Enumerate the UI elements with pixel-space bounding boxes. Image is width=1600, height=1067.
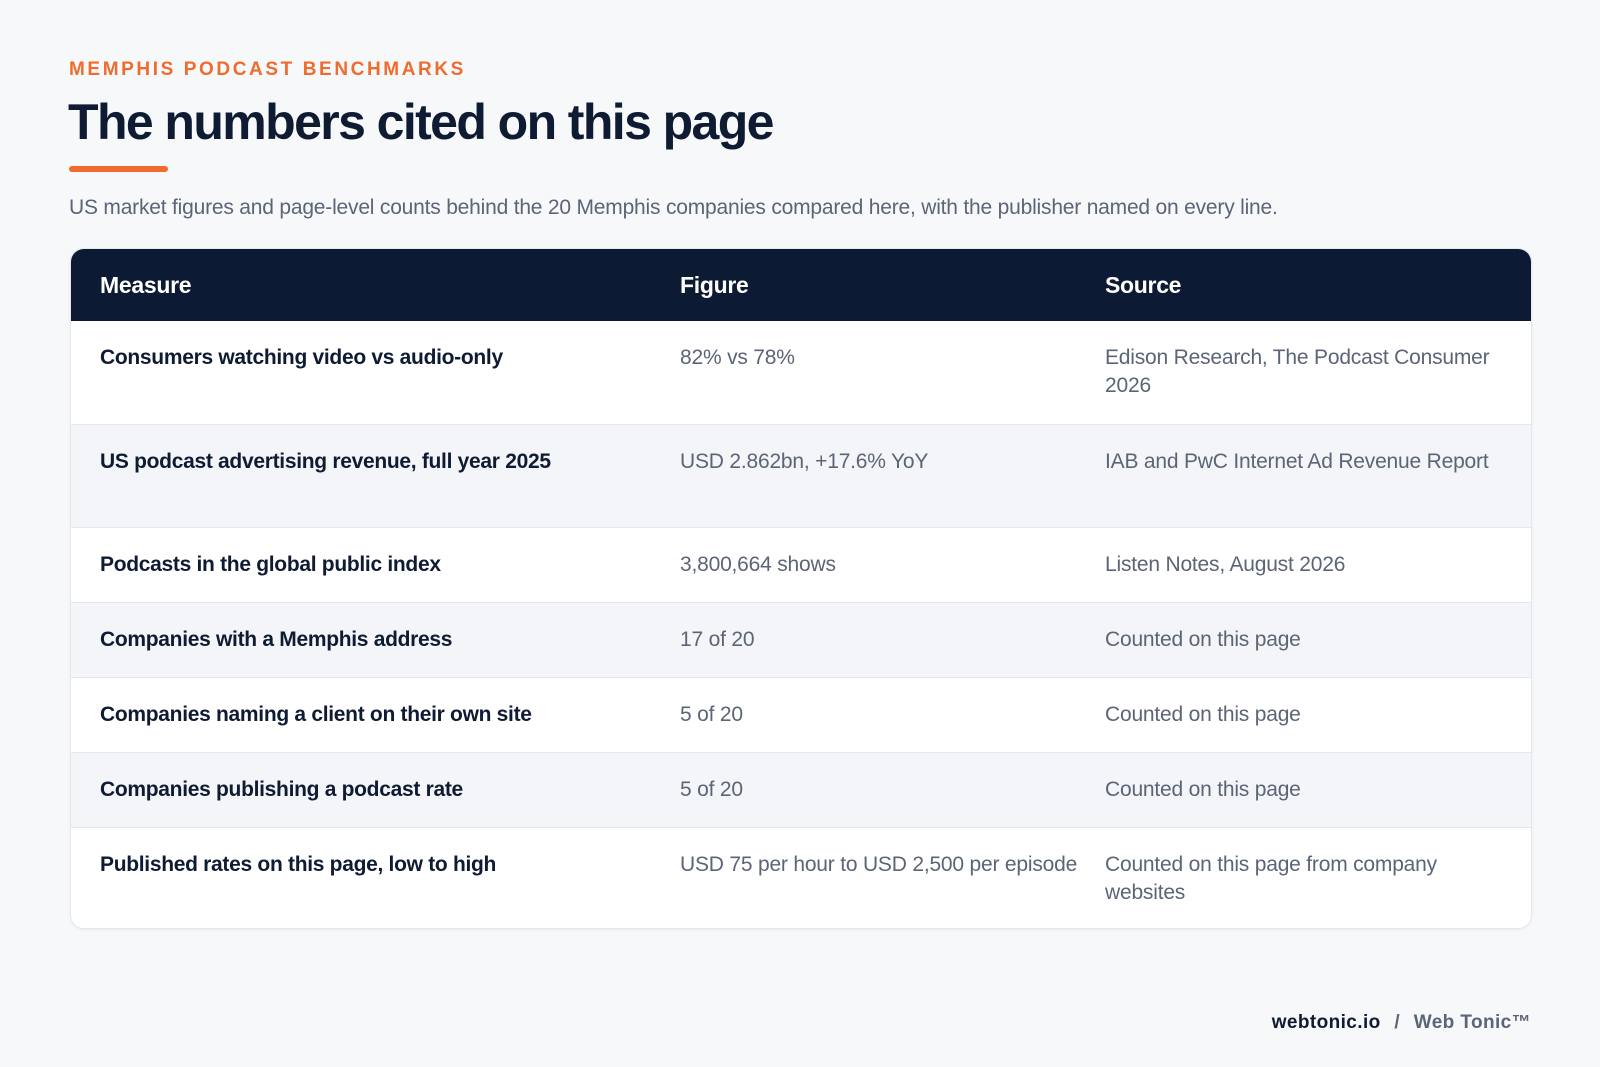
table-row: Companies with a Memphis address 17 of 2…	[71, 602, 1531, 677]
source-cell: IAB and PwC Internet Ad Revenue Report	[1105, 450, 1489, 473]
figure-cell: 3,800,664 shows	[680, 553, 836, 576]
figure-cell: 5 of 20	[680, 703, 743, 726]
table-row: US podcast advertising revenue, full yea…	[71, 424, 1531, 527]
benchmarks-table: Measure Figure Source Consumers watching…	[70, 248, 1532, 929]
column-header-figure: Figure	[680, 271, 749, 298]
measure-cell: Companies naming a client on their own s…	[100, 703, 532, 726]
table-row: Podcasts in the global public index 3,80…	[71, 527, 1531, 602]
source-cell: Listen Notes, August 2026	[1105, 553, 1346, 576]
eyebrow-label: MEMPHIS PODCAST BENCHMARKS	[69, 59, 466, 80]
table-row: Published rates on this page, low to hig…	[71, 827, 1531, 928]
column-header-source: Source	[1105, 271, 1182, 298]
page-title: The numbers cited on this page	[68, 94, 774, 150]
measure-cell: US podcast advertising revenue, full yea…	[100, 450, 551, 473]
figure-cell: 82% vs 78%	[680, 346, 795, 369]
column-header-measure: Measure	[100, 271, 192, 298]
measure-cell: Podcasts in the global public index	[100, 553, 441, 576]
table-header: Measure Figure Source	[71, 249, 1531, 321]
page-subtitle: US market figures and page-level counts …	[69, 196, 1278, 219]
title-underline	[69, 166, 168, 172]
footer-domain: webtonic.io	[1271, 1012, 1381, 1033]
source-cell: Counted on this page	[1105, 628, 1301, 651]
source-cell: Counted on this page from company websit…	[1105, 853, 1437, 904]
figure-cell: USD 75 per hour to USD 2,500 per episode	[680, 853, 1078, 876]
measure-cell: Companies with a Memphis address	[100, 628, 453, 651]
figure-cell: USD 2.862bn, +17.6% YoY	[680, 450, 929, 473]
source-cell: Counted on this page	[1105, 703, 1301, 726]
footer-brand-name: Web Tonic™	[1413, 1012, 1531, 1033]
figure-cell: 5 of 20	[680, 778, 743, 801]
measure-cell: Published rates on this page, low to hig…	[100, 853, 497, 876]
footer-branding: webtonic.io / Web Tonic™	[1272, 1012, 1531, 1034]
source-cell: Counted on this page	[1105, 778, 1301, 801]
footer-separator: /	[1394, 1012, 1401, 1033]
source-cell: Edison Research, The Podcast Consumer 20…	[1105, 346, 1490, 397]
table-row: Consumers watching video vs audio-only 8…	[71, 321, 1531, 424]
measure-cell: Companies publishing a podcast rate	[100, 778, 463, 801]
table-row: Companies naming a client on their own s…	[71, 677, 1531, 752]
figure-cell: 17 of 20	[680, 628, 755, 651]
measure-cell: Consumers watching video vs audio-only	[100, 346, 503, 369]
table-row: Companies publishing a podcast rate 5 of…	[71, 752, 1531, 827]
